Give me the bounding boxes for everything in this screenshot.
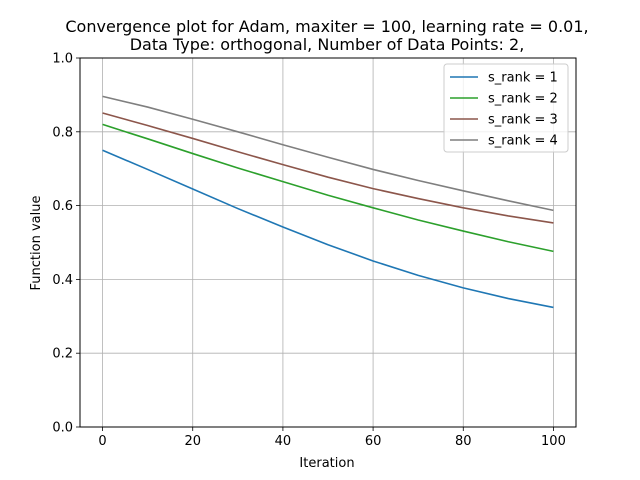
chart-title-line-2: Data Type: orthogonal, Number of Data Po… (130, 35, 525, 54)
series-line-s-rank-1 (102, 149, 554, 309)
x-tick-label: 100 (541, 434, 566, 449)
x-tick-label: 20 (184, 434, 201, 449)
y-tick-label: 0.6 (52, 199, 73, 214)
y-tick-label: 0.8 (52, 125, 73, 140)
legend-entry-label: s_rank = 3 (488, 113, 558, 128)
legend-entry-label: s_rank = 2 (488, 92, 558, 107)
chart-title-line-1: Convergence plot for Adam, maxiter = 100… (65, 17, 588, 36)
y-tick-label: 0.2 (52, 347, 73, 362)
legend-entry-label: s_rank = 1 (488, 71, 558, 86)
y-axis-ticks: 0.0 0.2 0.4 0.6 0.8 1.0 (52, 52, 80, 436)
x-tick-label: 60 (365, 434, 382, 449)
x-tick-label: 40 (275, 434, 292, 449)
x-axis-ticks: 0 20 40 60 80 100 (98, 427, 566, 449)
y-tick-label: 0.0 (52, 421, 73, 436)
x-tick-label: 0 (98, 434, 106, 449)
plot-frame (79, 57, 577, 428)
x-tick-label: 80 (455, 434, 472, 449)
legend-entry-label: s_rank = 4 (488, 134, 558, 149)
y-tick-label: 1.0 (52, 52, 73, 67)
y-tick-label: 0.4 (52, 273, 73, 288)
series-line-s-rank-2 (102, 123, 554, 253)
legend: s_rank = 1 s_rank = 2 s_rank = 3 s_rank = 4 (443, 63, 569, 153)
legend-box (443, 63, 569, 153)
x-axis-label: Iteration (299, 456, 354, 471)
y-axis-label: Function value (29, 196, 44, 291)
series-line-s-rank-3 (102, 112, 554, 224)
series-line-s-rank-4 (102, 95, 554, 212)
series-lines (102, 95, 554, 309)
